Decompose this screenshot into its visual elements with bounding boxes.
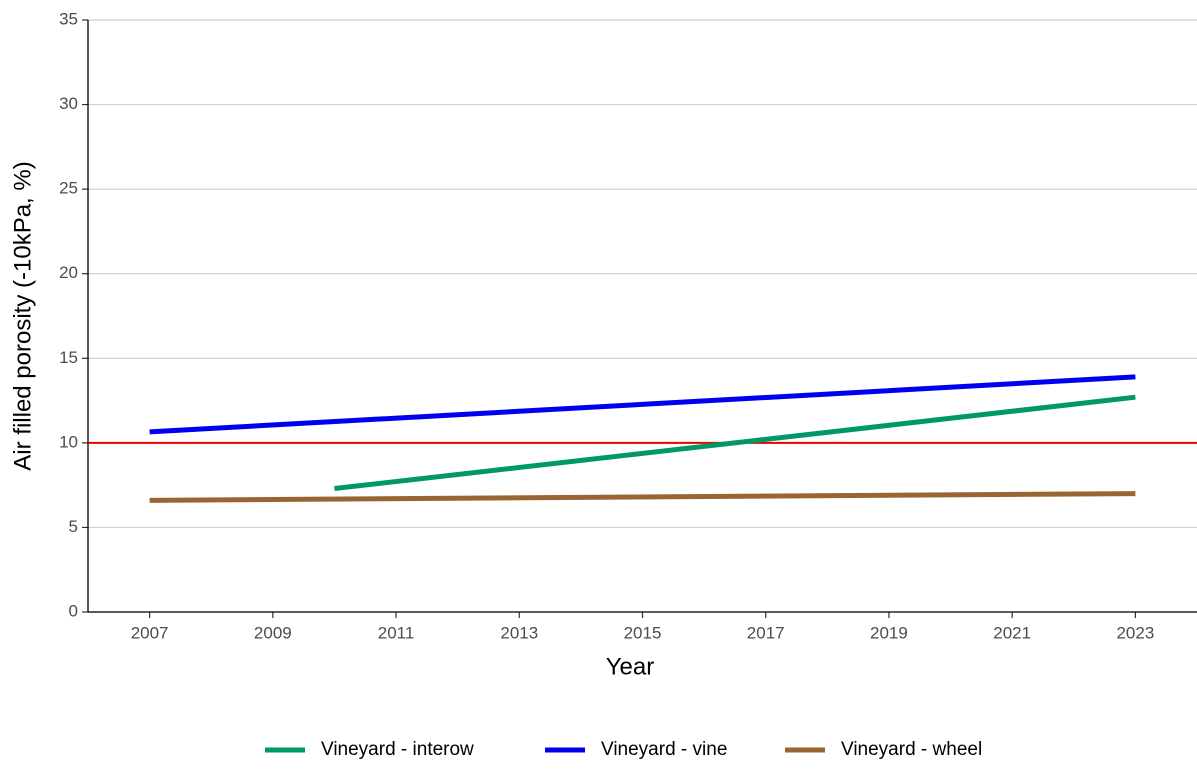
x-tick-label: 2009 (254, 623, 292, 642)
y-tick-label: 0 (69, 601, 78, 620)
x-tick-label: 2013 (500, 623, 538, 642)
x-tick-label: 2011 (378, 623, 415, 642)
series-line (149, 491, 1136, 503)
x-tick-label: 2017 (747, 623, 785, 642)
y-tick-label: 10 (59, 432, 78, 451)
y-axis-title: Air filled porosity (-10kPa, %) (9, 161, 36, 470)
x-tick-label: 2021 (993, 623, 1031, 642)
series-line (334, 394, 1136, 492)
legend-label: Vineyard - vine (601, 739, 727, 760)
legend-label: Vineyard - interow (321, 739, 474, 760)
x-tick-label: 2015 (624, 623, 662, 642)
y-tick-label: 20 (59, 263, 78, 282)
x-axis-title: Year (606, 653, 655, 680)
y-tick-label: 5 (69, 517, 78, 536)
y-tick-label: 30 (59, 94, 78, 113)
legend-label: Vineyard - wheel (841, 739, 982, 760)
x-tick-label: 2019 (870, 623, 908, 642)
x-tick-label: 2007 (131, 623, 169, 642)
y-tick-label: 25 (59, 179, 78, 198)
y-tick-label: 15 (59, 348, 78, 367)
series-line (149, 374, 1136, 435)
x-tick-label: 2023 (1116, 623, 1154, 642)
y-tick-label: 35 (59, 9, 78, 28)
